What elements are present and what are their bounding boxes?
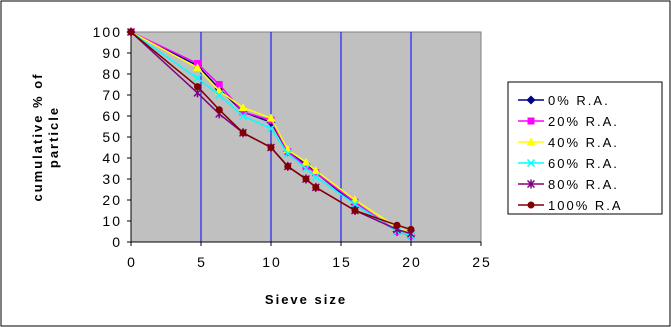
data-point (266, 124, 276, 133)
x-tick-label: 5 (197, 254, 207, 270)
legend-marker (526, 137, 536, 146)
x-tick-label: 0 (127, 254, 137, 270)
data-point (239, 129, 247, 137)
y-tick-label: 20 (102, 192, 122, 208)
data-point (301, 164, 311, 173)
legend-entry: 20% R.A. (518, 114, 619, 129)
legend-entry: 0% R.A. (518, 93, 610, 108)
y-tick-labels: 0 10 20 30 40 50 60 70 80 90 100 (93, 24, 131, 250)
y-tick-label: 100 (93, 24, 122, 40)
data-point (194, 83, 201, 91)
legend-label: 0% R.A. (548, 93, 610, 108)
y-tick-label: 50 (102, 129, 122, 145)
data-point (127, 28, 135, 36)
y-tick-label: 80 (102, 66, 122, 82)
series-group (126, 27, 416, 241)
legend-marker (526, 158, 536, 168)
data-point (302, 162, 310, 170)
y-axis-title-line1: cumulative % of (30, 73, 45, 202)
legend-marker (527, 117, 535, 125)
x-tick-labels: 0 5 10 15 20 25 (127, 242, 492, 270)
y-tick-label: 90 (102, 45, 122, 61)
legend: 0% R.A. 20% R.A. 40% R.A. 60% R.A. 80% R.A. 1… (518, 93, 623, 213)
data-point (311, 172, 320, 181)
x-tick-label: 25 (472, 254, 492, 270)
legend-marker (527, 201, 535, 209)
y-tick-label: 10 (102, 213, 122, 229)
legend-label: 20% R.A. (548, 114, 619, 129)
data-point (393, 221, 401, 229)
data-point (238, 111, 248, 121)
data-point (284, 162, 292, 170)
data-point (302, 175, 310, 183)
legend-marker (526, 179, 536, 189)
data-point (407, 225, 415, 233)
plot-area (130, 31, 482, 243)
data-point (193, 63, 202, 72)
data-point (283, 149, 292, 158)
legend-entry: 100% R.A (518, 198, 623, 213)
y-tick-label: 40 (102, 150, 122, 166)
legend-entry: 80% R.A. (518, 177, 619, 192)
legend-label: 80% R.A. (548, 177, 619, 192)
series-5 (127, 28, 415, 233)
x-tick-label: 15 (332, 254, 352, 270)
data-point (266, 113, 276, 122)
data-point (311, 166, 321, 175)
data-point (351, 207, 359, 214)
y-tick-label: 30 (102, 171, 122, 187)
x-tick-label: 20 (402, 254, 422, 270)
x-tick-label: 10 (262, 254, 282, 270)
data-point (215, 106, 223, 114)
data-point (193, 74, 202, 83)
x-axis-title: Sieve size (265, 292, 347, 307)
data-point (267, 144, 275, 151)
data-point (215, 90, 224, 100)
legend-marker (526, 95, 536, 105)
data-point (215, 81, 223, 88)
legend-label: 40% R.A. (548, 135, 619, 150)
data-point (350, 200, 360, 209)
legend-label: 100% R.A (548, 198, 623, 213)
legend-box (507, 81, 663, 215)
series-3 (126, 27, 416, 240)
legend-entry: 40% R.A. (518, 135, 619, 150)
y-tick-label: 60 (102, 108, 122, 124)
data-point (312, 183, 320, 191)
y-tick-label: 0 (112, 234, 122, 250)
data-point (301, 157, 311, 166)
y-tick-label: 70 (102, 87, 122, 103)
data-point (238, 103, 248, 112)
legend-entry: 60% R.A. (518, 156, 619, 171)
y-axis-title-line2: particle (46, 106, 61, 168)
legend-label: 60% R.A. (548, 156, 619, 171)
data-point (239, 108, 247, 116)
